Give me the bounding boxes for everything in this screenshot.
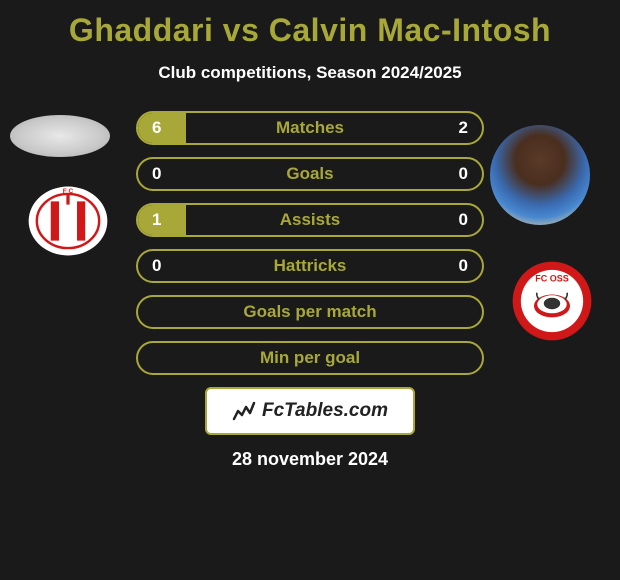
svg-text:F C: F C (63, 188, 74, 195)
svg-text:FC OSS: FC OSS (535, 273, 569, 283)
stat-value-left: 0 (152, 164, 161, 184)
stat-label: Hattricks (274, 256, 347, 276)
page-title: Ghaddari vs Calvin Mac-Intosh (0, 0, 620, 49)
stat-value-right: 2 (459, 118, 468, 138)
stat-value-left: 6 (152, 118, 161, 138)
date-label: 28 november 2024 (0, 449, 620, 470)
fc-oss-shield-icon: FC OSS (502, 260, 602, 342)
season-subtitle: Club competitions, Season 2024/2025 (0, 63, 620, 83)
stat-bar-goals-per-match: Goals per match (136, 295, 484, 329)
club-logo-right: FC OSS (502, 260, 602, 342)
stat-bar-goals: 0 Goals 0 (136, 157, 484, 191)
stat-value-right: 0 (459, 164, 468, 184)
stat-value-left: 0 (152, 256, 161, 276)
player-left-avatar (10, 115, 110, 157)
stat-label: Min per goal (260, 348, 360, 368)
brand-text: FcTables.com (262, 400, 388, 422)
fctables-logo-icon (232, 401, 256, 421)
brand-box[interactable]: FcTables.com (205, 387, 415, 435)
stat-label: Matches (276, 118, 344, 138)
club-logo-left: F C (18, 180, 118, 262)
stat-value-right: 0 (459, 256, 468, 276)
stat-bar-hattricks: 0 Hattricks 0 (136, 249, 484, 283)
stat-label: Goals per match (243, 302, 376, 322)
stat-value-left: 1 (152, 210, 161, 230)
fc-utrecht-shield-icon: F C (18, 180, 118, 262)
stat-bar-min-per-goal: Min per goal (136, 341, 484, 375)
stat-bar-matches: 6 Matches 2 (136, 111, 484, 145)
stat-value-right: 0 (459, 210, 468, 230)
stat-bar-assists: 1 Assists 0 (136, 203, 484, 237)
player-right-avatar (490, 125, 590, 225)
stat-fill-left (138, 113, 186, 143)
stat-label: Assists (280, 210, 340, 230)
stat-label: Goals (286, 164, 333, 184)
stat-fill-left (138, 205, 186, 235)
